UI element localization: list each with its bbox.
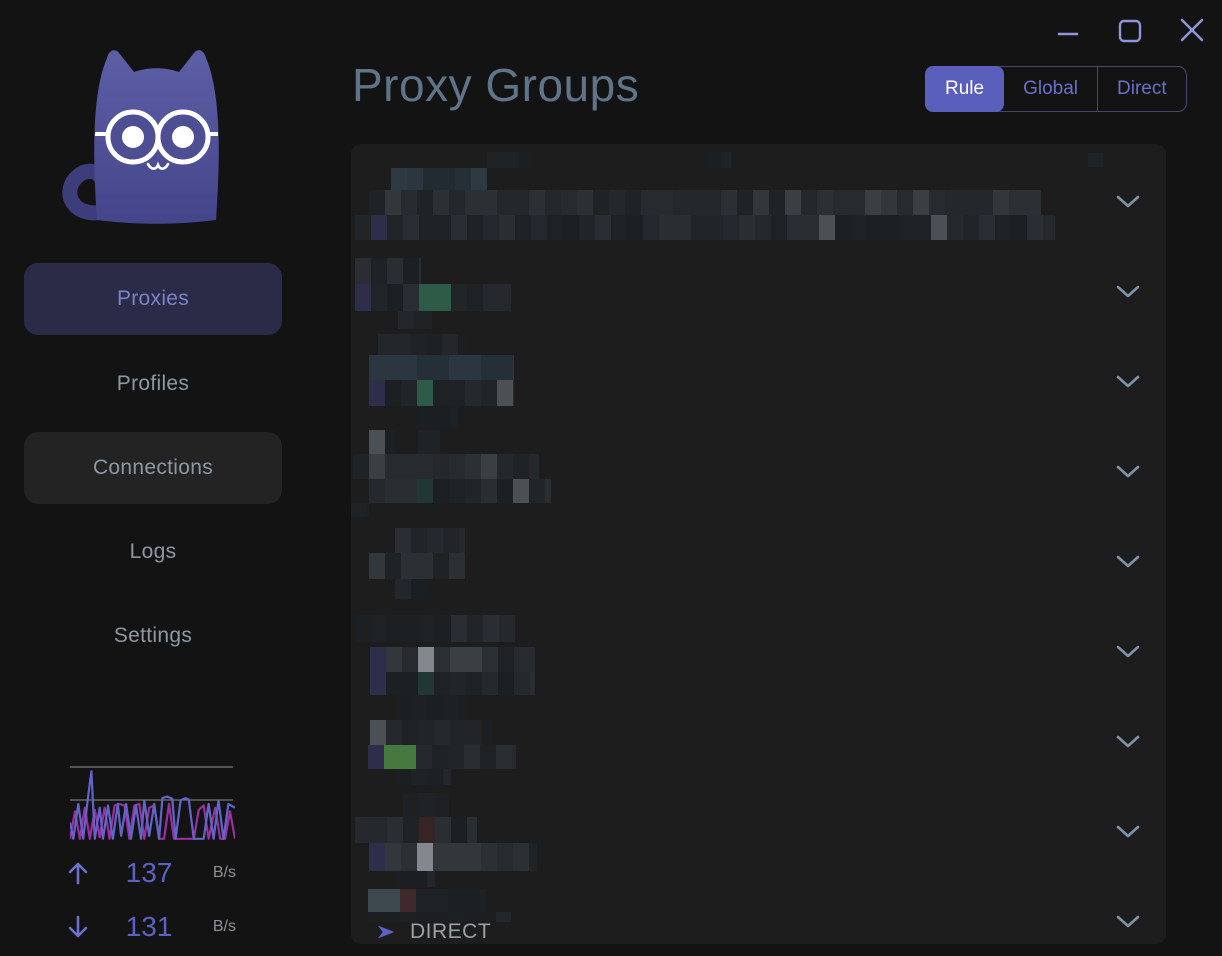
- maximize-button[interactable]: [1112, 12, 1148, 48]
- redacted-group-text: [368, 912, 511, 922]
- mode-switch: Rule Global Direct: [925, 66, 1187, 112]
- redacted-group-text: [403, 793, 449, 817]
- redacted-group-text: [369, 380, 514, 406]
- download-arrow-icon: [66, 914, 96, 940]
- redacted-group-text: [370, 647, 535, 672]
- expand-group-chevron-down-icon[interactable]: [1114, 822, 1142, 842]
- redacted-group-text: [418, 406, 458, 428]
- redacted-group-text: [353, 454, 539, 479]
- redacted-group-text: [355, 615, 515, 642]
- redacted-group-text: [395, 695, 465, 720]
- expand-group-chevron-down-icon[interactable]: [1114, 192, 1142, 212]
- redacted-group-text: [351, 503, 369, 517]
- sidebar-item-proxies[interactable]: Proxies: [24, 263, 282, 335]
- redacted-group-text: [369, 355, 514, 380]
- redacted-group-text: [368, 889, 486, 912]
- redacted-group-text: [395, 579, 425, 599]
- redacted-group-text: [355, 258, 421, 284]
- expand-group-chevron-down-icon[interactable]: [1114, 462, 1142, 482]
- expand-group-chevron-down-icon[interactable]: [1114, 912, 1142, 932]
- redacted-group-text: [487, 152, 535, 168]
- expand-group-chevron-down-icon[interactable]: [1114, 642, 1142, 662]
- window-controls: [1050, 12, 1210, 48]
- download-speed-row: 131 B/s: [66, 911, 236, 942]
- sidebar-item-settings[interactable]: Settings: [113, 624, 193, 647]
- redacted-group-text: [395, 528, 465, 553]
- redacted-group-text: [398, 311, 432, 329]
- cat-logo-icon: [62, 50, 219, 224]
- sidebar: Proxies Profiles Connections Logs Settin…: [0, 0, 305, 956]
- download-speed-value: 131: [125, 911, 173, 942]
- traffic-graph: [70, 766, 235, 840]
- redacted-group-text: [355, 215, 1055, 240]
- download-speed-unit: B/s: [212, 918, 236, 935]
- upload-speed-value: 137: [125, 857, 173, 888]
- expand-group-chevron-down-icon[interactable]: [1114, 552, 1142, 572]
- upload-speed-unit: B/s: [212, 864, 236, 881]
- tab-rule[interactable]: Rule: [925, 66, 1005, 112]
- redacted-group-text: [370, 672, 535, 695]
- sidebar-item-profiles[interactable]: Profiles: [116, 372, 190, 395]
- redacted-group-text: [1088, 153, 1103, 167]
- redacted-group-text: [369, 479, 551, 503]
- direct-label: DIRECT: [410, 920, 492, 943]
- redacted-group-text: [369, 843, 537, 871]
- redacted-group-text: [369, 553, 465, 579]
- tab-direct[interactable]: Direct: [1097, 67, 1186, 111]
- close-button[interactable]: [1174, 12, 1210, 48]
- sidebar-item-connections[interactable]: Connections: [24, 432, 282, 504]
- minimize-icon: [1058, 32, 1078, 36]
- expand-group-chevron-down-icon[interactable]: [1114, 372, 1142, 392]
- page-title: Proxy Groups: [352, 59, 640, 111]
- send-arrow-icon: [377, 925, 395, 939]
- upload-speed-row: 137 B/s: [66, 857, 236, 888]
- redacted-group-text: [418, 430, 440, 454]
- upload-arrow-icon: [66, 860, 96, 886]
- redacted-group-text: [391, 168, 487, 190]
- redacted-group-text: [705, 152, 731, 168]
- redacted-group-text: [395, 871, 435, 887]
- proxy-groups-card: DIRECT: [351, 144, 1166, 944]
- redacted-group-text: [370, 720, 492, 745]
- redacted-group-text: [355, 817, 477, 843]
- redacted-group-text: [369, 430, 395, 454]
- redacted-group-text: [369, 190, 1041, 215]
- redacted-group-text: [368, 745, 516, 769]
- expand-group-chevron-down-icon[interactable]: [1114, 282, 1142, 302]
- proxy-item-direct[interactable]: DIRECT: [376, 920, 491, 944]
- redacted-group-text: [395, 769, 451, 785]
- close-icon: [1180, 18, 1204, 42]
- sidebar-item-logs[interactable]: Logs: [129, 540, 177, 563]
- tab-global[interactable]: Global: [1023, 78, 1078, 99]
- expand-group-chevron-down-icon[interactable]: [1114, 732, 1142, 752]
- redacted-group-text: [378, 334, 466, 355]
- minimize-button[interactable]: [1050, 12, 1086, 48]
- maximize-icon: [1118, 19, 1142, 43]
- redacted-group-text: [355, 284, 511, 311]
